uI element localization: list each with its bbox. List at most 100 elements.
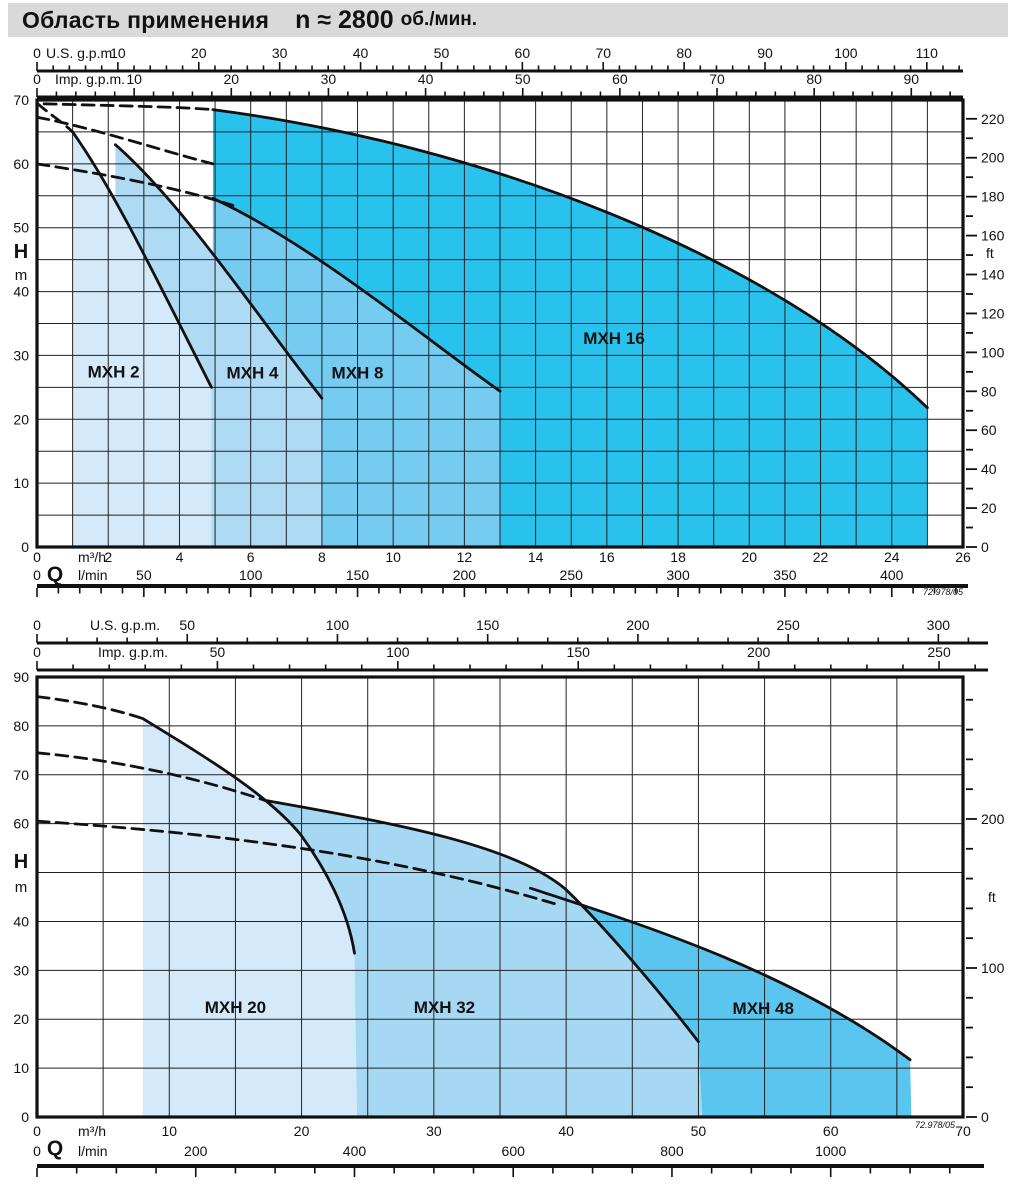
ft-tick-label: 180 [981,189,1005,205]
mxh48-max-curve [529,886,912,1062]
drawing-number: 72.978/05 [923,587,964,597]
gpm-tick-label: 0 [33,45,41,61]
q-tick-label: 250 [560,567,584,583]
gpm-tick-label: 80 [676,45,692,61]
q-tick-label: 30 [426,1123,442,1139]
scale-name: Imp. g.p.m. [55,71,125,87]
h-axis-tick-label: 10 [13,475,29,491]
ft-axis-title: ft [988,889,996,905]
h-axis-title: m [15,267,28,284]
mxh32-zeroflow-dashed [35,751,266,802]
q-unit-label: m³/h [78,549,106,565]
plot-border [35,98,965,549]
region-mxh-32 [264,800,703,1117]
q-tick-label: 40 [558,1123,574,1139]
region-label: MXH 32 [414,998,475,1017]
gpm-tick-label: 0 [33,71,41,87]
mxh4-max-curve [114,143,324,400]
region-label: MXH 20 [205,998,266,1017]
mxh16-max-curve [211,108,929,410]
q-tick-label: 200 [453,567,477,583]
q-tick-label: 150 [346,567,370,583]
gpm-tick-label: 100 [834,45,858,61]
scale-name: U.S. g.p.m. [90,617,160,633]
q-tick-label: 300 [666,567,690,583]
region-label: MXH 4 [226,364,279,383]
ft-tick-label: 100 [981,960,1005,976]
mxh48-zeroflow-dashed [35,819,560,907]
gpm-tick-label: 70 [595,45,611,61]
q-tick-label: 4 [176,549,184,565]
gpm-tick-label: 50 [515,71,531,87]
q-unit-label: m³/h [78,1123,106,1139]
region-mxh-2 [72,131,212,547]
q-tick-label: 100 [239,567,263,583]
q-tick-label: 1000 [815,1143,846,1159]
drawing-number: 72.978/05 [915,1120,956,1130]
h-axis-tick-label: 0 [21,539,29,555]
pump-speed-value: n ≈ 2800 [295,5,394,34]
gpm-tick-label: 250 [776,617,800,633]
q-tick-label: 14 [528,549,544,565]
region-mxh-20 [142,718,358,1117]
q-tick-label: 2 [104,549,112,565]
q-tick-label: 20 [742,549,758,565]
gpm-tick-label: 90 [757,45,773,61]
gpm-tick-label: 40 [418,71,434,87]
h-axis-title: H [14,851,28,873]
h-axis-tick-label: 90 [13,669,29,685]
mxh2-max-curve [71,130,213,389]
h-axis-title: H [14,241,28,263]
region-label: MXH 16 [583,329,644,348]
ft-tick-label: 120 [981,305,1005,321]
q-tick-label: 22 [813,549,829,565]
q-tick-label: 350 [773,567,797,583]
gpm-tick-label: 10 [126,71,142,87]
h-axis-tick-label: 30 [13,962,29,978]
mxh20-max-curve [141,717,356,955]
gpm-tick-label: 110 [916,45,939,61]
ft-tick-label: 0 [981,539,989,555]
q-tick-label: 8 [318,549,326,565]
ft-tick-label: 200 [981,811,1005,827]
h-axis-tick-label: 20 [13,411,29,427]
gpm-tick-label: 30 [321,71,337,87]
q-tick-label: 70 [955,1123,971,1139]
q-tick-label: 10 [385,549,401,565]
q-tick-label: 12 [457,549,473,565]
mxh8-zeroflow-dashed [35,162,235,207]
q-tick-label: 10 [161,1123,177,1139]
q-tick-label: 800 [660,1143,684,1159]
q-tick-label: 50 [136,567,152,583]
h-axis-tick-label: 80 [13,718,29,734]
q-tick-label: 400 [880,567,904,583]
q-tick-label: 26 [955,549,971,565]
h-axis-tick-label: 50 [13,220,29,236]
mxh20-zeroflow-dashed [35,695,145,720]
h-axis-tick-label: 40 [13,913,29,929]
gpm-tick-label: 80 [806,71,822,87]
ft-tick-label: 60 [981,422,997,438]
gpm-tick-label: 50 [179,617,195,633]
q-tick-label: 60 [823,1123,839,1139]
h-axis-tick-label: 40 [13,284,29,300]
mxh8-max-curve [211,196,502,393]
h-axis-tick-label: 60 [13,156,29,172]
gpm-tick-label: 300 [927,617,951,633]
ft-tick-label: 80 [981,383,997,399]
region-label: MXH 2 [88,362,140,381]
q-zero-label: 0 [33,1123,41,1139]
gpm-tick-label: 250 [927,644,951,660]
h-axis-tick-label: 20 [13,1011,29,1027]
gpm-tick-label: 60 [515,45,531,61]
q-tick-label: 200 [184,1143,208,1159]
q-tick-label: 18 [670,549,686,565]
h-axis-tick-label: 30 [13,347,29,363]
page-title: Область применения [22,6,270,33]
ft-tick-label: 40 [981,461,997,477]
mxh4-zeroflow-dashed [35,115,215,166]
ft-tick-label: 160 [981,228,1005,244]
gpm-tick-label: 150 [567,644,591,660]
h-axis-tick-label: 60 [13,816,29,832]
